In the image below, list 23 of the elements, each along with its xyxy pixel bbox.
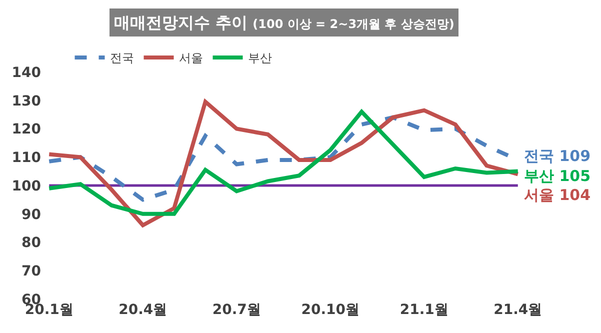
y-tick-label: 70 bbox=[22, 264, 42, 280]
annotation: 전국 109 bbox=[524, 147, 591, 165]
y-tick-label: 110 bbox=[12, 150, 42, 166]
y-tick-label: 130 bbox=[12, 93, 42, 110]
legend-label: 전국 bbox=[110, 51, 134, 66]
legend-label: 부산 bbox=[248, 51, 272, 66]
annotation: 서울 104 bbox=[524, 186, 591, 204]
annotation: 부산 105 bbox=[524, 167, 591, 185]
x-tick-label: 21.4월 bbox=[494, 302, 542, 318]
legend-label: 서울 bbox=[178, 51, 203, 66]
y-tick-label: 80 bbox=[22, 235, 42, 252]
chart-title: 매매전망지수 추이 bbox=[114, 13, 248, 32]
y-tick-label: 120 bbox=[12, 122, 42, 138]
chart-subtitle: (100 이상 = 2~3개월 후 상승전망) bbox=[252, 17, 454, 31]
x-tick-label: 20.4월 bbox=[118, 302, 168, 318]
y-tick-label: 90 bbox=[22, 206, 42, 223]
x-tick-label: 21.1월 bbox=[400, 302, 448, 318]
x-tick-label: 20.10월 bbox=[301, 302, 360, 318]
x-tick-label: 20.7월 bbox=[212, 302, 261, 318]
line-series bbox=[47, 100, 520, 228]
line-series bbox=[47, 110, 520, 216]
y-tick-label: 140 bbox=[12, 64, 42, 81]
y-tick-label: 100 bbox=[12, 178, 42, 194]
